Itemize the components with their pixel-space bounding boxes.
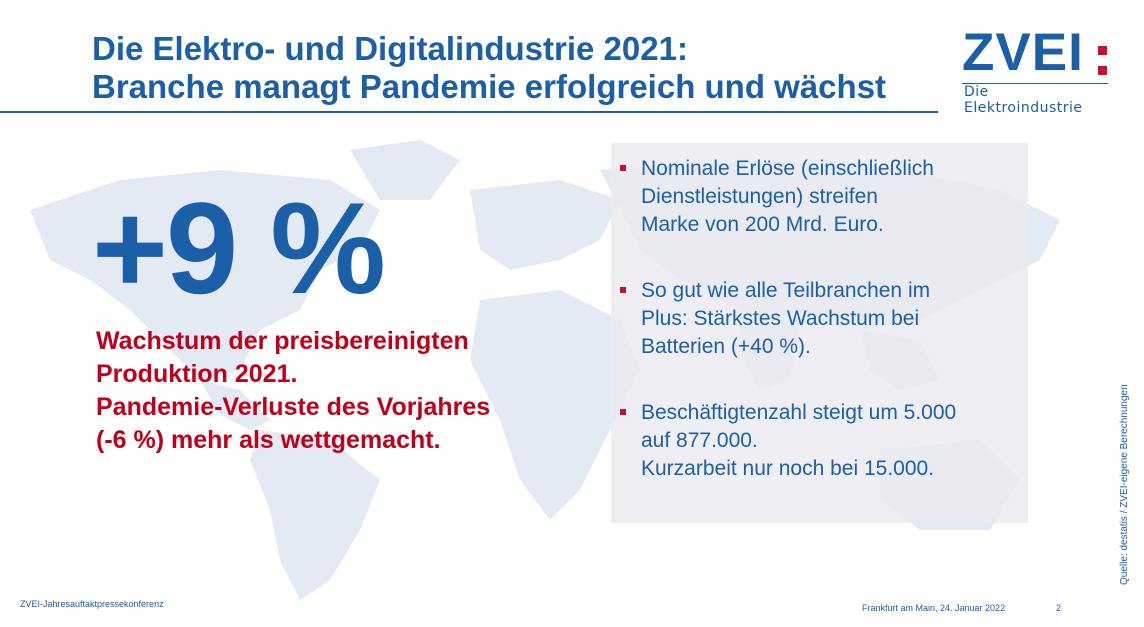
growth-statement: Wachstum der preisbereinigten Produktion…	[96, 325, 606, 457]
fact-item: Beschäftigtenzahl steigt um 5.000 auf 87…	[620, 399, 1020, 483]
fact-line: Marke von 200 Mrd. Euro.	[641, 213, 884, 236]
logo-divider	[962, 83, 1108, 84]
facts-panel	[611, 143, 1028, 523]
red-square-bullet-icon	[620, 165, 626, 171]
growth-line: Wachstum der preisbereinigten	[96, 327, 469, 355]
fact-line: Dienstleistungen) streifen	[641, 185, 878, 208]
slide-title: Die Elektro- und Digitalindustrie 2021: …	[92, 30, 952, 106]
page-number: 2	[1056, 603, 1062, 613]
fact-line: Nominale Erlöse (einschließlich	[641, 157, 934, 180]
logo-wordmark: ZVEI	[962, 23, 1084, 82]
red-square-bullet-icon	[620, 287, 626, 293]
footer-event: ZVEI-Jahresauftaktpressekonferenz	[20, 599, 164, 609]
fact-line: Kurzarbeit nur noch bei 15.000.	[641, 457, 935, 480]
fact-item: Nominale Erlöse (einschließlich Dienstle…	[620, 155, 1020, 239]
title-line-2: Branche managt Pandemie erfolgreich und …	[92, 68, 887, 105]
title-line-1: Die Elektro- und Digitalindustrie 2021:	[92, 30, 688, 67]
growth-line: (-6 %) mehr als wettgemacht.	[96, 426, 441, 454]
red-square-bullet-icon	[620, 409, 626, 415]
source-note: Quelle: destatis / ZVEI-eigene Berechnun…	[1119, 384, 1130, 585]
growth-line: Pandemie-Verluste des Vorjahres	[96, 393, 491, 421]
logo-subtitle: Die Elektroindustrie	[964, 84, 1083, 116]
fact-line: Batterien (+40 %).	[641, 335, 811, 358]
growth-line: Produktion 2021.	[96, 360, 298, 388]
facts-list: Nominale Erlöse (einschließlich Dienstle…	[620, 155, 1020, 521]
fact-item: So gut wie alle Teilbranchen im Plus: St…	[620, 277, 1020, 361]
title-divider	[0, 111, 938, 113]
fact-line: Plus: Stärkstes Wachstum bei	[641, 307, 920, 330]
fact-line: So gut wie alle Teilbranchen im	[641, 279, 931, 302]
footer-place-date: Frankfurt am Main, 24. Januar 2022	[862, 603, 1006, 613]
zvei-logo: ZVEI Die Elektroindustrie	[962, 23, 1112, 116]
headline-figure: +9 %	[92, 175, 386, 321]
fact-line: auf 877.000.	[641, 429, 758, 452]
fact-line: Beschäftigtenzahl steigt um 5.000	[641, 401, 957, 424]
logo-colon-icon	[1098, 40, 1108, 75]
